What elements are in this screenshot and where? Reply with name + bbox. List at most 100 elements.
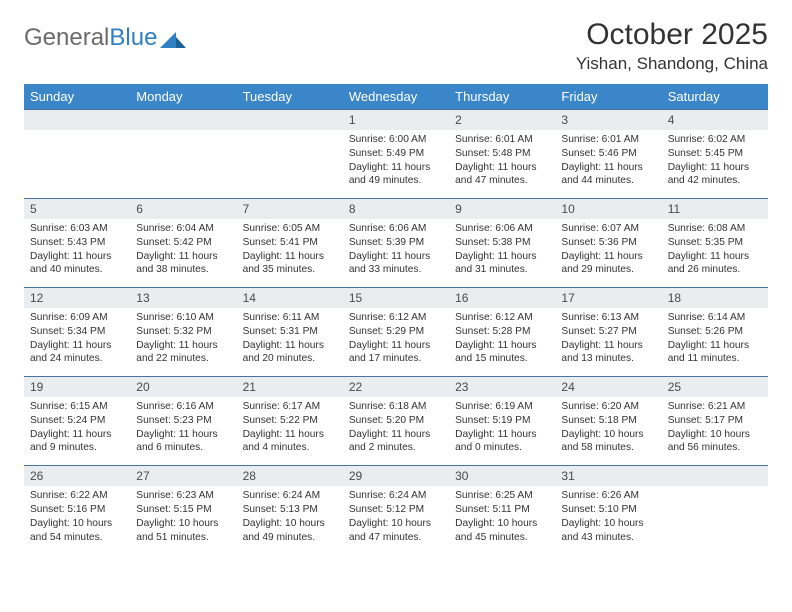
day-detail: Sunrise: 6:07 AMSunset: 5:36 PMDaylight:… [555, 219, 661, 287]
day-cell: 23Sunrise: 6:19 AMSunset: 5:19 PMDayligh… [449, 377, 555, 466]
sunset-text: Sunset: 5:16 PM [30, 503, 124, 517]
day-cell: 20Sunrise: 6:16 AMSunset: 5:23 PMDayligh… [130, 377, 236, 466]
daylight-text: Daylight: 11 hours and 13 minutes. [561, 339, 655, 367]
day-number: 11 [662, 199, 768, 219]
day-number: 16 [449, 288, 555, 308]
sunrise-text: Sunrise: 6:26 AM [561, 489, 655, 503]
sunrise-text: Sunrise: 6:24 AM [349, 489, 443, 503]
daylight-text: Daylight: 11 hours and 33 minutes. [349, 250, 443, 278]
week-row: 19Sunrise: 6:15 AMSunset: 5:24 PMDayligh… [24, 377, 768, 466]
day-cell [662, 466, 768, 555]
sunrise-text: Sunrise: 6:25 AM [455, 489, 549, 503]
day-number: 21 [237, 377, 343, 397]
day-cell: 5Sunrise: 6:03 AMSunset: 5:43 PMDaylight… [24, 199, 130, 288]
day-detail: Sunrise: 6:17 AMSunset: 5:22 PMDaylight:… [237, 397, 343, 465]
day-detail: Sunrise: 6:04 AMSunset: 5:42 PMDaylight:… [130, 219, 236, 287]
sunset-text: Sunset: 5:22 PM [243, 414, 337, 428]
day-detail: Sunrise: 6:12 AMSunset: 5:29 PMDaylight:… [343, 308, 449, 376]
col-sunday: Sunday [24, 84, 130, 110]
day-cell: 15Sunrise: 6:12 AMSunset: 5:29 PMDayligh… [343, 288, 449, 377]
sunrise-text: Sunrise: 6:04 AM [136, 222, 230, 236]
sunrise-text: Sunrise: 6:12 AM [455, 311, 549, 325]
sunset-text: Sunset: 5:45 PM [668, 147, 762, 161]
day-detail: Sunrise: 6:06 AMSunset: 5:39 PMDaylight:… [343, 219, 449, 287]
daylight-text: Daylight: 11 hours and 0 minutes. [455, 428, 549, 456]
sunrise-text: Sunrise: 6:16 AM [136, 400, 230, 414]
col-thursday: Thursday [449, 84, 555, 110]
day-cell: 7Sunrise: 6:05 AMSunset: 5:41 PMDaylight… [237, 199, 343, 288]
day-detail: Sunrise: 6:03 AMSunset: 5:43 PMDaylight:… [24, 219, 130, 287]
day-number: 22 [343, 377, 449, 397]
day-number: 14 [237, 288, 343, 308]
calendar-table: Sunday Monday Tuesday Wednesday Thursday… [24, 84, 768, 554]
calendar-body: 1Sunrise: 6:00 AMSunset: 5:49 PMDaylight… [24, 110, 768, 555]
sunrise-text: Sunrise: 6:05 AM [243, 222, 337, 236]
day-detail: Sunrise: 6:13 AMSunset: 5:27 PMDaylight:… [555, 308, 661, 376]
day-detail: Sunrise: 6:11 AMSunset: 5:31 PMDaylight:… [237, 308, 343, 376]
sunset-text: Sunset: 5:48 PM [455, 147, 549, 161]
day-number: 2 [449, 110, 555, 130]
week-row: 1Sunrise: 6:00 AMSunset: 5:49 PMDaylight… [24, 110, 768, 199]
daylight-text: Daylight: 11 hours and 31 minutes. [455, 250, 549, 278]
day-number: 24 [555, 377, 661, 397]
daylight-text: Daylight: 11 hours and 49 minutes. [349, 161, 443, 189]
sunset-text: Sunset: 5:19 PM [455, 414, 549, 428]
sunrise-text: Sunrise: 6:20 AM [561, 400, 655, 414]
day-number: 7 [237, 199, 343, 219]
day-detail: Sunrise: 6:25 AMSunset: 5:11 PMDaylight:… [449, 486, 555, 554]
day-detail: Sunrise: 6:22 AMSunset: 5:16 PMDaylight:… [24, 486, 130, 554]
day-detail: Sunrise: 6:00 AMSunset: 5:49 PMDaylight:… [343, 130, 449, 198]
day-cell: 30Sunrise: 6:25 AMSunset: 5:11 PMDayligh… [449, 466, 555, 555]
day-cell: 26Sunrise: 6:22 AMSunset: 5:16 PMDayligh… [24, 466, 130, 555]
day-detail: Sunrise: 6:08 AMSunset: 5:35 PMDaylight:… [662, 219, 768, 287]
daylight-text: Daylight: 11 hours and 38 minutes. [136, 250, 230, 278]
sunset-text: Sunset: 5:49 PM [349, 147, 443, 161]
sunrise-text: Sunrise: 6:01 AM [561, 133, 655, 147]
sunrise-text: Sunrise: 6:23 AM [136, 489, 230, 503]
day-number: 28 [237, 466, 343, 486]
daylight-text: Daylight: 11 hours and 26 minutes. [668, 250, 762, 278]
day-number: 31 [555, 466, 661, 486]
sunset-text: Sunset: 5:17 PM [668, 414, 762, 428]
sunset-text: Sunset: 5:26 PM [668, 325, 762, 339]
sunset-text: Sunset: 5:38 PM [455, 236, 549, 250]
sunset-text: Sunset: 5:46 PM [561, 147, 655, 161]
day-number: 10 [555, 199, 661, 219]
day-detail: Sunrise: 6:18 AMSunset: 5:20 PMDaylight:… [343, 397, 449, 465]
day-detail: Sunrise: 6:05 AMSunset: 5:41 PMDaylight:… [237, 219, 343, 287]
sunrise-text: Sunrise: 6:11 AM [243, 311, 337, 325]
day-detail: Sunrise: 6:12 AMSunset: 5:28 PMDaylight:… [449, 308, 555, 376]
week-row: 5Sunrise: 6:03 AMSunset: 5:43 PMDaylight… [24, 199, 768, 288]
week-row: 12Sunrise: 6:09 AMSunset: 5:34 PMDayligh… [24, 288, 768, 377]
day-detail: Sunrise: 6:09 AMSunset: 5:34 PMDaylight:… [24, 308, 130, 376]
calendar-page: GeneralBlue October 2025 Yishan, Shandon… [0, 0, 792, 572]
triangle-icon [160, 30, 186, 48]
day-detail [662, 486, 768, 546]
sunrise-text: Sunrise: 6:24 AM [243, 489, 337, 503]
day-cell: 2Sunrise: 6:01 AMSunset: 5:48 PMDaylight… [449, 110, 555, 199]
day-cell: 27Sunrise: 6:23 AMSunset: 5:15 PMDayligh… [130, 466, 236, 555]
sunset-text: Sunset: 5:12 PM [349, 503, 443, 517]
sunrise-text: Sunrise: 6:08 AM [668, 222, 762, 236]
page-header: GeneralBlue October 2025 Yishan, Shandon… [24, 18, 768, 74]
day-cell [237, 110, 343, 199]
day-number: 25 [662, 377, 768, 397]
day-number: 3 [555, 110, 661, 130]
col-saturday: Saturday [662, 84, 768, 110]
daylight-text: Daylight: 11 hours and 20 minutes. [243, 339, 337, 367]
sunrise-text: Sunrise: 6:07 AM [561, 222, 655, 236]
col-friday: Friday [555, 84, 661, 110]
daylight-text: Daylight: 10 hours and 43 minutes. [561, 517, 655, 545]
day-number: 4 [662, 110, 768, 130]
day-number: 6 [130, 199, 236, 219]
sunset-text: Sunset: 5:32 PM [136, 325, 230, 339]
daylight-text: Daylight: 11 hours and 22 minutes. [136, 339, 230, 367]
day-detail: Sunrise: 6:14 AMSunset: 5:26 PMDaylight:… [662, 308, 768, 376]
sunset-text: Sunset: 5:36 PM [561, 236, 655, 250]
daylight-text: Daylight: 10 hours and 56 minutes. [668, 428, 762, 456]
day-number: 15 [343, 288, 449, 308]
day-detail [130, 130, 236, 190]
daylight-text: Daylight: 10 hours and 58 minutes. [561, 428, 655, 456]
day-detail: Sunrise: 6:24 AMSunset: 5:13 PMDaylight:… [237, 486, 343, 554]
sunset-text: Sunset: 5:13 PM [243, 503, 337, 517]
